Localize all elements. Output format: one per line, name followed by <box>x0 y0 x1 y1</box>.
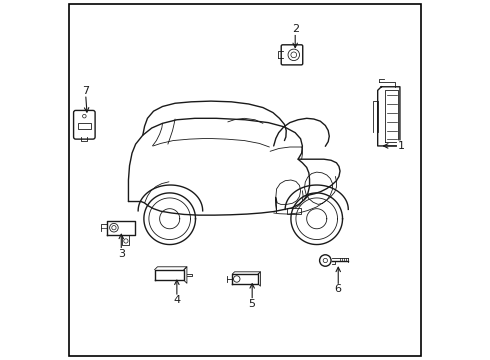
Text: 1: 1 <box>397 141 405 151</box>
Text: 4: 4 <box>173 295 180 305</box>
Bar <box>287 208 300 215</box>
Text: 2: 2 <box>292 24 299 35</box>
Text: 6: 6 <box>335 284 342 294</box>
Text: 3: 3 <box>118 248 125 258</box>
Text: 5: 5 <box>248 299 256 309</box>
Text: 7: 7 <box>82 86 89 96</box>
Bar <box>78 123 91 129</box>
